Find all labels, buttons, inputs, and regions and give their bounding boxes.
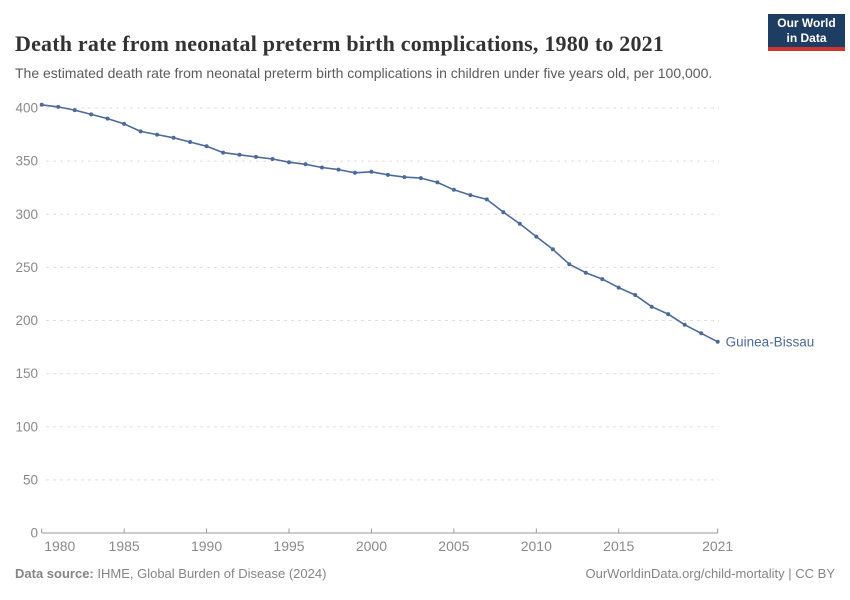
data-point [385, 172, 390, 177]
data-point [188, 140, 193, 144]
data-point [353, 170, 357, 175]
data-source-label: Data source: [15, 566, 94, 581]
data-point [287, 160, 291, 165]
x-tick-label: 2015 [603, 538, 634, 554]
x-tick-label: 1985 [109, 538, 140, 554]
y-tick-label: 0 [30, 526, 38, 541]
data-point [105, 116, 110, 121]
data-point [517, 221, 522, 226]
data-point [468, 193, 473, 198]
data-point [221, 150, 226, 155]
data-point [369, 169, 374, 174]
y-tick-label: 300 [15, 207, 38, 222]
data-point [550, 247, 555, 252]
data-point [303, 162, 308, 167]
data-point [616, 285, 621, 290]
x-tick-label: 2010 [521, 538, 552, 554]
x-tick-label: 1990 [191, 538, 222, 554]
data-point [583, 270, 588, 275]
x-tick-label: 2005 [438, 538, 469, 554]
y-tick-label: 50 [23, 472, 38, 487]
owid-url-link[interactable]: OurWorldinData.org/child-mortality | CC … [585, 566, 836, 581]
y-tick-label: 400 [15, 101, 38, 116]
y-tick-label: 200 [15, 313, 38, 328]
data-point [633, 293, 638, 297]
data-point [600, 277, 605, 282]
x-tick-label: 1995 [273, 538, 304, 554]
data-point [122, 121, 127, 126]
data-point [171, 135, 176, 140]
x-tick-label: 1980 [44, 538, 75, 554]
data-point [435, 180, 440, 185]
data-point [418, 176, 423, 181]
data-point [682, 322, 687, 327]
data-point [501, 210, 506, 215]
y-tick-label: 100 [15, 419, 38, 434]
chart-footer: Data source: IHME, Global Burden of Dise… [15, 566, 835, 581]
data-point [56, 104, 61, 109]
chart-title: Death rate from neonatal preterm birth c… [15, 30, 665, 56]
data-point [138, 129, 143, 134]
data-point [699, 331, 704, 336]
y-tick-label: 250 [15, 260, 38, 275]
data-point [484, 197, 489, 202]
data-point [237, 152, 242, 157]
data-point [649, 304, 654, 309]
data-point [155, 132, 160, 137]
data-point [89, 112, 94, 117]
trend-line [40, 104, 719, 343]
data-point [715, 339, 720, 344]
data-point [320, 165, 324, 170]
data-point [567, 262, 572, 267]
owid-logo[interactable]: Our World in Data [768, 14, 845, 51]
data-point [666, 312, 671, 317]
line-chart-canvas: 0 50 100 150 200 250 300 350 400 1980 1985 1990 1995… [15, 101, 815, 555]
chart-subtitle: The estimated death rate from neonatal p… [15, 65, 713, 81]
data-point [270, 157, 275, 161]
data-point [254, 154, 258, 159]
data-point [336, 167, 341, 172]
series-end-label: Guinea-Bissau [726, 334, 815, 349]
data-point [451, 187, 456, 192]
x-tick-label: 2000 [356, 538, 387, 554]
data-point [204, 144, 209, 149]
data-point [534, 234, 539, 239]
y-tick-label: 150 [15, 366, 38, 381]
data-source-text: IHME, Global Burden of Disease (2024) [93, 566, 327, 581]
data-point [72, 108, 77, 113]
owid-logo-line1: Our World [777, 15, 836, 30]
owid-logo-line2: in Data [786, 30, 827, 45]
data-source: Data source: IHME, Global Burden of Dise… [15, 566, 326, 581]
x-tick-label: 2021 [702, 538, 733, 554]
y-tick-label: 350 [15, 154, 38, 169]
data-point [39, 102, 44, 107]
data-point [402, 175, 407, 180]
